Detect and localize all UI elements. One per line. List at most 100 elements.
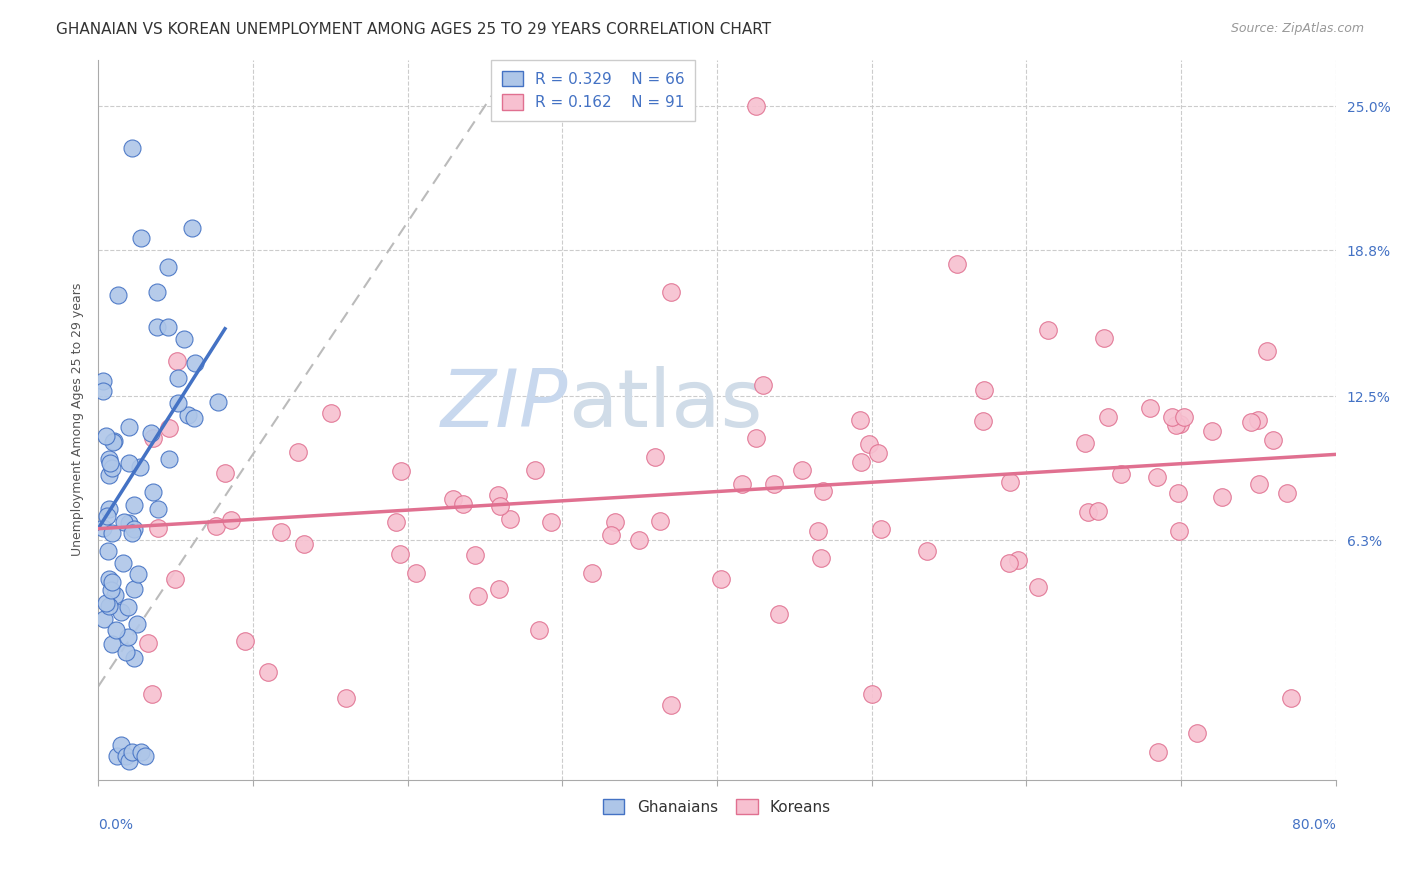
- Point: [157, 260, 180, 275]
- Point: [127, 566, 149, 581]
- Point: [1185, 726, 1208, 740]
- Point: [405, 566, 427, 581]
- Point: [1167, 486, 1189, 500]
- Point: [101, 461, 124, 475]
- Point: [1261, 433, 1284, 447]
- Point: [97, 467, 120, 482]
- Point: [121, 525, 143, 540]
- Point: [849, 454, 872, 468]
- Point: [136, 636, 159, 650]
- Point: [945, 257, 967, 271]
- Point: [233, 634, 256, 648]
- Text: GHANAIAN VS KOREAN UNEMPLOYMENT AMONG AGES 25 TO 29 YEARS CORRELATION CHART: GHANAIAN VS KOREAN UNEMPLOYMENT AMONG AG…: [56, 22, 772, 37]
- Point: [1247, 412, 1270, 426]
- Point: [499, 511, 522, 525]
- Point: [104, 623, 127, 637]
- Point: [441, 491, 464, 506]
- Text: 80.0%: 80.0%: [1292, 818, 1336, 832]
- Point: [581, 566, 603, 580]
- Point: [524, 463, 547, 477]
- Point: [94, 429, 117, 443]
- Point: [117, 631, 139, 645]
- Point: [768, 607, 790, 622]
- Point: [107, 288, 129, 302]
- Point: [163, 572, 186, 586]
- Point: [104, 589, 127, 603]
- Point: [1168, 524, 1191, 538]
- Point: [118, 420, 141, 434]
- Point: [467, 589, 489, 603]
- Point: [849, 413, 872, 427]
- Point: [659, 285, 682, 299]
- Point: [972, 414, 994, 428]
- Point: [134, 749, 156, 764]
- Point: [100, 456, 122, 470]
- Point: [869, 522, 891, 536]
- Point: [998, 556, 1021, 570]
- Point: [103, 434, 125, 449]
- Point: [489, 500, 512, 514]
- Point: [486, 488, 509, 502]
- Point: [166, 395, 188, 409]
- Point: [287, 445, 309, 459]
- Text: Source: ZipAtlas.com: Source: ZipAtlas.com: [1230, 22, 1364, 36]
- Point: [540, 515, 562, 529]
- Point: [129, 460, 152, 475]
- Point: [146, 521, 169, 535]
- Point: [763, 477, 786, 491]
- Point: [110, 605, 132, 619]
- Point: [181, 221, 204, 235]
- Point: [915, 544, 938, 558]
- Point: [1028, 580, 1050, 594]
- Point: [101, 526, 124, 541]
- Point: [146, 285, 169, 299]
- Point: [118, 456, 141, 470]
- Point: [603, 515, 626, 529]
- Point: [115, 749, 138, 764]
- Point: [118, 516, 141, 530]
- Point: [103, 434, 125, 449]
- Point: [1275, 486, 1298, 500]
- Point: [98, 599, 121, 613]
- Point: [157, 451, 180, 466]
- Point: [156, 319, 179, 334]
- Point: [860, 687, 883, 701]
- Point: [173, 332, 195, 346]
- Point: [1201, 424, 1223, 438]
- Point: [124, 582, 146, 596]
- Point: [1240, 415, 1263, 429]
- Point: [97, 452, 120, 467]
- Point: [131, 745, 153, 759]
- Point: [389, 464, 412, 478]
- Point: [866, 446, 889, 460]
- Point: [131, 231, 153, 245]
- Point: [488, 582, 510, 596]
- Point: [166, 371, 188, 385]
- Point: [121, 745, 143, 759]
- Point: [752, 377, 775, 392]
- Point: [100, 583, 122, 598]
- Point: [335, 691, 357, 706]
- Point: [91, 521, 114, 535]
- Y-axis label: Unemployment Among Ages 25 to 29 years: Unemployment Among Ages 25 to 29 years: [72, 283, 84, 557]
- Point: [1007, 553, 1029, 567]
- Point: [157, 421, 180, 435]
- Point: [117, 600, 139, 615]
- Point: [96, 508, 118, 523]
- Point: [1146, 470, 1168, 484]
- Point: [114, 645, 136, 659]
- Point: [122, 522, 145, 536]
- Point: [321, 405, 343, 419]
- Point: [142, 431, 165, 445]
- Point: [1109, 467, 1132, 481]
- Point: [184, 356, 207, 370]
- Point: [1160, 409, 1182, 424]
- Point: [177, 408, 200, 422]
- Point: [1247, 476, 1270, 491]
- Point: [125, 617, 148, 632]
- Legend: Ghanaians, Koreans: Ghanaians, Koreans: [595, 791, 838, 822]
- Point: [112, 515, 135, 529]
- Text: ZIP: ZIP: [441, 366, 568, 444]
- Point: [122, 651, 145, 665]
- Point: [1279, 691, 1302, 706]
